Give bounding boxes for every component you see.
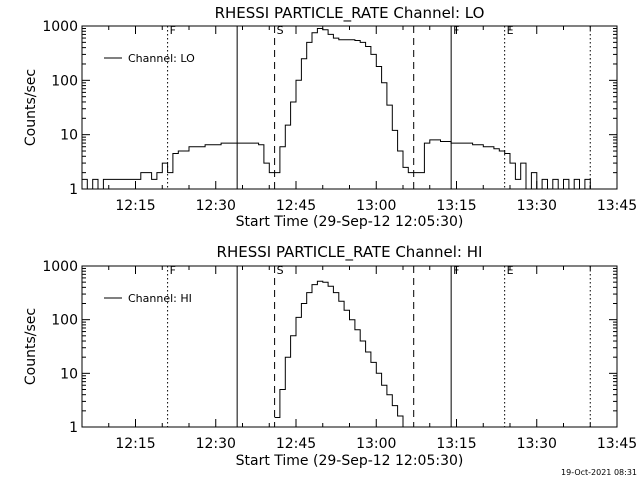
y-tick-label: 100 (51, 313, 78, 329)
legend-label: Channel: HI (128, 292, 192, 305)
marker-label: F (453, 264, 459, 277)
y-tick-label: 100 (51, 73, 78, 89)
marker-label: F (170, 264, 176, 277)
marker-label: S (277, 24, 284, 37)
x-tick-label: 12:15 (115, 198, 155, 214)
x-tick-label: 12:45 (276, 198, 316, 214)
chart-panel-2: RHESSI PARTICLE_RATE Channel: HI 1 10 100 10… (23, 243, 637, 469)
series-line-1 (274, 280, 404, 427)
x-tick-label: 13:30 (517, 436, 557, 452)
y-axis-title: Counts/sec (23, 69, 39, 146)
x-tick-label: 12:45 (276, 436, 316, 452)
plot-frame (81, 265, 618, 428)
chart-title: RHESSI PARTICLE_RATE Channel: LO (215, 4, 485, 23)
x-tick-label: 13:30 (517, 198, 557, 214)
legend-label: Channel: LO (128, 52, 195, 65)
y-tick-label: 1000 (42, 259, 78, 275)
y-tick-label: 1 (69, 182, 78, 198)
y-tick-label: 1 (69, 420, 78, 436)
x-tick-label: 13:00 (356, 198, 396, 214)
y-tick-label: 10 (60, 128, 78, 144)
x-tick-label: 12:30 (196, 436, 236, 452)
marker-label: S (277, 264, 284, 277)
x-tick-label: 13:15 (436, 198, 476, 214)
x-tick-label: 13:45 (597, 436, 637, 452)
marker-label: F (453, 24, 459, 37)
x-tick-label: 12:30 (196, 198, 236, 214)
marker-label: F (170, 24, 176, 37)
x-axis-title: Start Time (29-Sep-12 12:05:30) (236, 214, 464, 230)
y-tick-label: 10 (60, 366, 78, 382)
x-tick-label: 12:15 (115, 436, 155, 452)
x-tick-label: 13:15 (436, 436, 476, 452)
marker-label: E (507, 24, 514, 37)
x-tick-label: 13:45 (597, 198, 637, 214)
y-tick-label: 1000 (42, 19, 78, 35)
chart-panel-1: RHESSI PARTICLE_RATE Channel: LO 1 10 100 10… (23, 4, 637, 230)
marker-label: E (507, 264, 514, 277)
series-line-1 (82, 28, 591, 190)
footer-timestamp: 19-Oct-2021 08:31 (561, 468, 637, 477)
x-tick-label: 13:00 (356, 436, 396, 452)
chart-title: RHESSI PARTICLE_RATE Channel: HI (217, 243, 483, 262)
y-axis-title: Counts/sec (23, 308, 39, 385)
x-axis-title: Start Time (29-Sep-12 12:05:30) (236, 453, 464, 469)
